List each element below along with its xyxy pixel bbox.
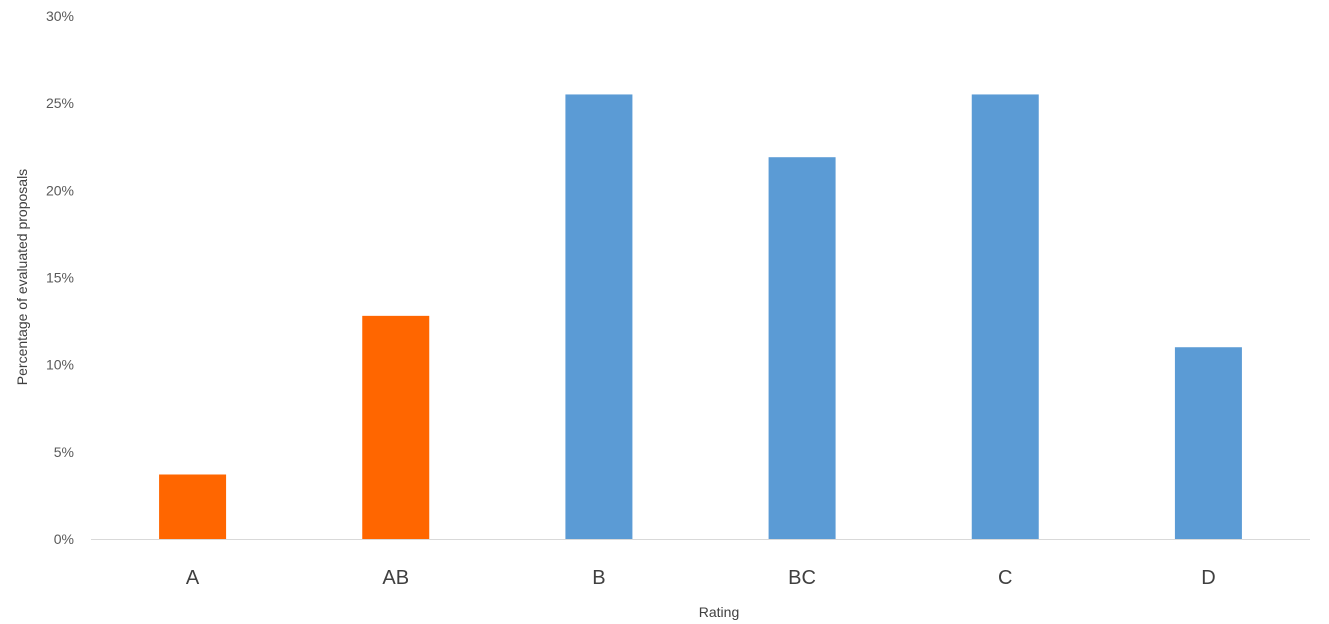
bar-d [1174,347,1242,539]
x-tick-label-bc: BC [788,567,816,589]
x-tick-label-d: D [1201,567,1215,589]
x-tick-label-b: B [592,567,605,589]
y-tick-label: 30% [46,8,74,24]
y-tick-label: 15% [46,270,74,286]
y-axis-title: Percentage of evaluated proposals [14,169,30,385]
bar-a [159,474,227,539]
y-tick-label: 10% [46,357,74,373]
x-axis-ticks: A AB B BC C D [186,567,1216,589]
bar-b [565,94,633,539]
y-axis-ticks: 0% 5% 10% 15% 20% 25% 30% [46,8,74,547]
x-tick-label-c: C [998,567,1012,589]
bar-ab [362,315,430,539]
bar-c [971,94,1039,539]
x-axis-title: Rating [699,604,739,620]
bars [159,94,1242,539]
x-tick-label-a: A [186,567,200,589]
y-tick-label: 5% [54,444,74,460]
y-tick-label: 20% [46,182,74,198]
y-tick-label: 0% [54,531,74,547]
bar-bc [768,157,836,539]
x-tick-label-ab: AB [382,567,409,589]
y-tick-label: 25% [46,95,74,111]
